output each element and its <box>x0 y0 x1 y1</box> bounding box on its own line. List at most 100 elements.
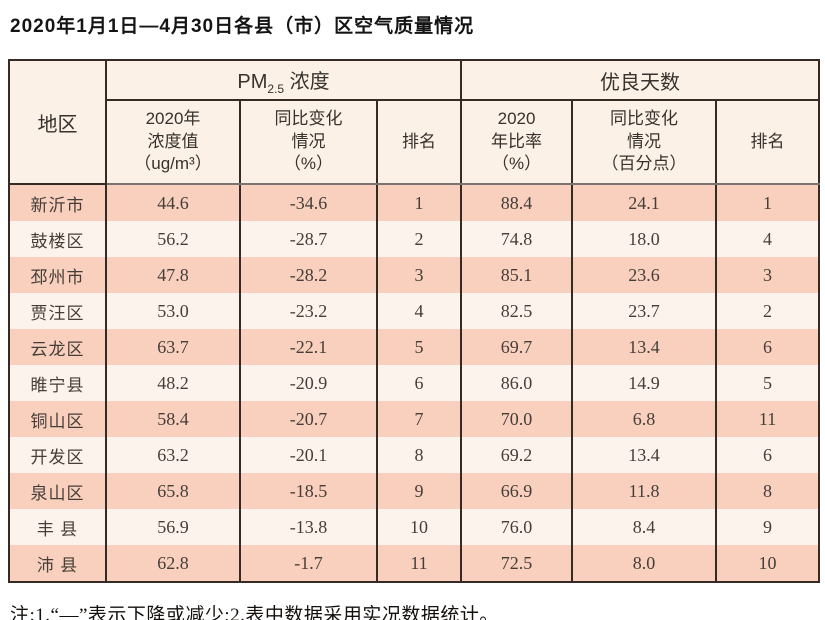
table-row: 睢宁县 48.2 -20.9 6 86.0 14.9 5 <box>8 365 821 401</box>
pm25-subscript: 2.5 <box>267 81 285 96</box>
cell-ratio-value: 69.7 <box>460 329 574 365</box>
table-row: 云龙区 63.7 -22.1 5 69.7 13.4 6 <box>8 329 821 365</box>
cell-region: 鼓楼区 <box>8 221 107 257</box>
header-pm25-rank: 排名 <box>375 100 463 185</box>
cell-ratio-rank: 8 <box>715 473 821 509</box>
cell-pm25-change: -18.5 <box>239 473 378 509</box>
table-row: 新沂市 44.6 -34.6 1 88.4 24.1 1 <box>8 184 821 221</box>
table-row: 铜山区 58.4 -20.7 7 70.0 6.8 11 <box>8 401 821 437</box>
cell-pm25-rank: 9 <box>375 473 463 509</box>
cell-pm25-rank: 2 <box>375 221 463 257</box>
header-pm25-group: PM2.5 浓度 <box>104 60 463 101</box>
table-body: 新沂市 44.6 -34.6 1 88.4 24.1 1 鼓楼区 56.2 -2… <box>8 184 821 582</box>
table-row: 开发区 63.2 -20.1 8 69.2 13.4 6 <box>8 437 821 473</box>
cell-ratio-value: 85.1 <box>460 257 574 293</box>
page-title: 2020年1月1日—4月30日各县（市）区空气质量情况 <box>10 16 475 37</box>
cell-ratio-change: 11.8 <box>571 473 718 509</box>
cell-pm25-value: 63.2 <box>105 437 241 473</box>
cell-pm25-rank: 5 <box>375 329 463 365</box>
cell-pm25-value: 44.6 <box>105 184 241 221</box>
cell-region: 睢宁县 <box>8 365 107 401</box>
header-pm25-value: 2020年 浓度值 （ug/m³） <box>105 100 241 185</box>
cell-ratio-rank: 11 <box>715 401 821 437</box>
cell-region: 丰 县 <box>8 509 107 545</box>
cell-pm25-change: -1.7 <box>239 545 378 582</box>
cell-pm25-value: 56.2 <box>105 221 241 257</box>
cell-region: 贾汪区 <box>8 293 107 329</box>
cell-ratio-change: 8.4 <box>571 509 718 545</box>
header-group-row: 地区 PM2.5 浓度 优良天数 <box>8 60 821 185</box>
cell-region: 邳州市 <box>8 257 107 293</box>
cell-ratio-value: 69.2 <box>460 437 574 473</box>
cell-pm25-value: 56.9 <box>105 509 241 545</box>
cell-ratio-rank: 2 <box>715 293 821 329</box>
cell-ratio-value: 74.8 <box>460 221 574 257</box>
cell-ratio-change: 18.0 <box>571 221 718 257</box>
cell-ratio-rank: 4 <box>715 221 821 257</box>
cell-ratio-change: 23.7 <box>571 293 718 329</box>
cell-pm25-value: 63.7 <box>105 329 241 365</box>
table-row: 丰 县 56.9 -13.8 10 76.0 8.4 9 <box>8 509 821 545</box>
cell-pm25-value: 62.8 <box>105 545 241 582</box>
cell-ratio-value: 88.4 <box>460 184 574 221</box>
cell-pm25-rank: 11 <box>375 545 463 582</box>
cell-pm25-rank: 7 <box>375 401 463 437</box>
cell-pm25-change: -20.7 <box>239 401 378 437</box>
cell-pm25-value: 53.0 <box>105 293 241 329</box>
cell-ratio-change: 24.1 <box>571 184 718 221</box>
header-pm25-change: 同比变化 情况 （%） <box>239 100 378 185</box>
cell-ratio-value: 76.0 <box>460 509 574 545</box>
table-header: 地区 PM2.5 浓度 优良天数 2020年 浓度值 （ug/m³） 同比变化 … <box>8 60 821 185</box>
header-region: 地区 <box>8 60 107 185</box>
cell-region: 新沂市 <box>8 184 107 221</box>
header-ratio-value: 2020 年比率 （%） <box>460 100 574 185</box>
cell-pm25-change: -23.2 <box>239 293 378 329</box>
cell-ratio-value: 86.0 <box>460 365 574 401</box>
table-row: 鼓楼区 56.2 -28.7 2 74.8 18.0 4 <box>8 221 821 257</box>
cell-ratio-rank: 5 <box>715 365 821 401</box>
cell-ratio-change: 13.4 <box>571 329 718 365</box>
cell-pm25-change: -28.7 <box>239 221 378 257</box>
cell-pm25-value: 47.8 <box>105 257 241 293</box>
cell-ratio-change: 6.8 <box>571 401 718 437</box>
table-row: 邳州市 47.8 -28.2 3 85.1 23.6 3 <box>8 257 821 293</box>
cell-pm25-change: -28.2 <box>239 257 378 293</box>
cell-ratio-value: 70.0 <box>460 401 574 437</box>
cell-region: 开发区 <box>8 437 107 473</box>
footnote: 注:1.“—”表示下降或减少;2.表中数据采用实况数据统计。 <box>10 605 499 620</box>
pm25-suffix: 浓度 <box>284 70 330 93</box>
cell-pm25-value: 48.2 <box>105 365 241 401</box>
cell-ratio-rank: 6 <box>715 329 821 365</box>
cell-ratio-change: 8.0 <box>571 545 718 582</box>
air-quality-table: 地区 PM2.5 浓度 优良天数 2020年 浓度值 （ug/m³） 同比变化 … <box>8 59 821 583</box>
header-ratio-change: 同比变化 情况 （百分点） <box>571 100 718 185</box>
table-row: 泉山区 65.8 -18.5 9 66.9 11.8 8 <box>8 473 821 509</box>
cell-ratio-rank: 1 <box>715 184 821 221</box>
cell-ratio-rank: 9 <box>715 509 821 545</box>
cell-pm25-change: -20.9 <box>239 365 378 401</box>
table-row: 沛 县 62.8 -1.7 11 72.5 8.0 10 <box>8 545 821 582</box>
header-good-days-group: 优良天数 <box>460 60 821 101</box>
cell-pm25-rank: 4 <box>375 293 463 329</box>
cell-ratio-change: 14.9 <box>571 365 718 401</box>
cell-ratio-value: 82.5 <box>460 293 574 329</box>
cell-region: 云龙区 <box>8 329 107 365</box>
cell-ratio-value: 72.5 <box>460 545 574 582</box>
cell-pm25-change: -20.1 <box>239 437 378 473</box>
cell-pm25-rank: 10 <box>375 509 463 545</box>
pm25-label: PM <box>237 70 268 93</box>
cell-ratio-rank: 3 <box>715 257 821 293</box>
table-row: 贾汪区 53.0 -23.2 4 82.5 23.7 2 <box>8 293 821 329</box>
cell-ratio-change: 13.4 <box>571 437 718 473</box>
cell-ratio-rank: 6 <box>715 437 821 473</box>
header-ratio-rank: 排名 <box>715 100 821 185</box>
cell-region: 沛 县 <box>8 545 107 582</box>
cell-pm25-change: -13.8 <box>239 509 378 545</box>
cell-region: 泉山区 <box>8 473 107 509</box>
cell-pm25-value: 58.4 <box>105 401 241 437</box>
cell-region: 铜山区 <box>8 401 107 437</box>
cell-pm25-rank: 6 <box>375 365 463 401</box>
cell-ratio-rank: 10 <box>715 545 821 582</box>
cell-pm25-change: -22.1 <box>239 329 378 365</box>
